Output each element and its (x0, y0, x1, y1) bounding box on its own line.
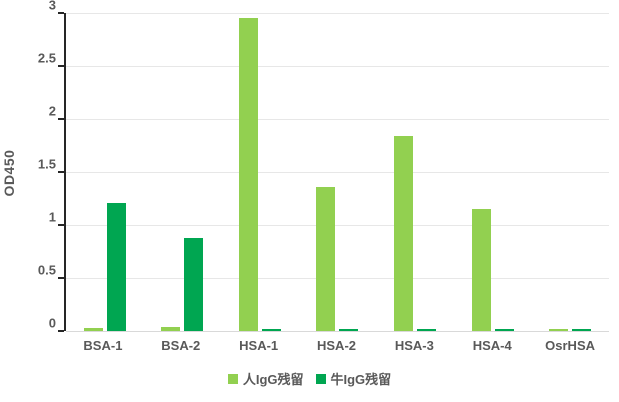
bar (471, 209, 491, 331)
gridline (66, 171, 609, 173)
x-axis-label: HSA-1 (239, 338, 279, 353)
y-axis-tick-label: 2 (48, 103, 56, 119)
bar (394, 135, 414, 331)
bar (261, 328, 281, 331)
y-axis-tick (58, 65, 64, 67)
x-axis-labels: BSA-1 BSA-2 HSA-1 HSA-2 HSA-3 HSA-4 OsrHSA (64, 338, 609, 353)
gridline (66, 277, 609, 279)
bar (339, 328, 359, 331)
bar (184, 237, 204, 331)
bar-group-OsrHSA (549, 13, 592, 331)
y-axis-tick-label: 0 (48, 315, 56, 331)
bar-group-HSA-3 (394, 13, 437, 331)
y-axis-tick-label: 0.5 (37, 262, 56, 278)
bar (549, 328, 569, 331)
y-axis-tick (58, 171, 64, 173)
legend-label: 牛IgG残留 (330, 372, 392, 387)
y-axis-tick (58, 12, 64, 14)
bar (572, 328, 592, 331)
gridline (66, 224, 609, 226)
legend-label: 人IgG残留 (242, 372, 304, 387)
gridline (66, 65, 609, 67)
bar (316, 186, 336, 331)
bar-group-HSA-1 (238, 13, 281, 331)
y-axis-tick (58, 277, 64, 280)
bar (238, 18, 258, 331)
y-axis-tick (58, 118, 64, 121)
y-axis-tick-label: 3 (48, 0, 56, 13)
legend-entry: 牛IgG残留 (315, 369, 392, 388)
gridline (66, 118, 609, 120)
y-axis-title: OD450 (1, 149, 17, 197)
legend-swatch-icon (315, 373, 326, 384)
x-axis-label: BSA-2 (161, 338, 201, 353)
y-axis-tick-label: 2.5 (37, 50, 56, 66)
y-axis-tick-label: 1.5 (37, 156, 56, 172)
y-axis-tick (58, 224, 64, 227)
legend-swatch-icon (227, 373, 238, 384)
plot-area: 0 0.5 1 1.5 2 2.5 3 (38, 0, 609, 332)
bar (161, 326, 181, 331)
bar-group-HSA-2 (316, 13, 359, 331)
bar-group-BSA-2 (161, 13, 204, 331)
bar-groups (66, 13, 609, 331)
x-axis-label: BSA-1 (83, 338, 123, 353)
y-axis-tick (58, 330, 64, 332)
bar (417, 328, 437, 331)
legend: 人IgG残留 牛IgG残留 (0, 369, 619, 388)
x-axis-label: HSA-4 (472, 338, 512, 353)
bar-group-BSA-1 (83, 13, 126, 331)
bar-group-HSA-4 (471, 13, 514, 331)
gridline (66, 12, 609, 14)
bar (494, 328, 514, 331)
x-axis-baseline (66, 330, 609, 332)
bar (83, 327, 103, 331)
y-axis-tick-label: 1 (48, 209, 56, 225)
legend-entry: 人IgG残留 (227, 369, 304, 388)
x-axis-label: HSA-2 (317, 338, 357, 353)
x-axis-label: HSA-3 (394, 338, 434, 353)
bar (106, 202, 126, 331)
x-axis-label: OsrHSA (545, 338, 596, 353)
